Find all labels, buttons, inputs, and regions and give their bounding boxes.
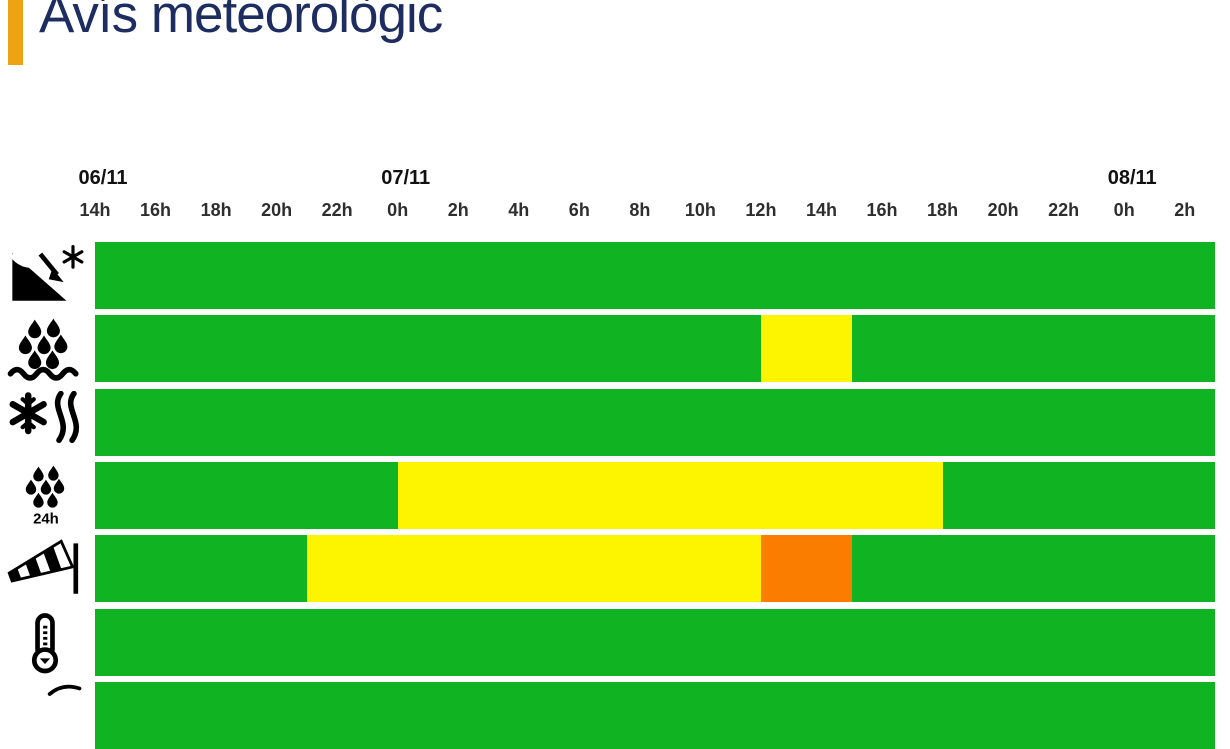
hour-tick-label: 18h bbox=[200, 200, 232, 220]
rain-intensity-icon bbox=[7, 318, 79, 381]
segment-yellow bbox=[760, 315, 852, 382]
hour-tick-label: 6h bbox=[568, 200, 590, 220]
hour-tick-label: 4h bbox=[508, 200, 530, 220]
hour-tick-label: 0h bbox=[1113, 200, 1135, 220]
avalanche-icon bbox=[11, 244, 84, 301]
warning-row-wind bbox=[95, 535, 1215, 602]
snowfall-icon bbox=[9, 390, 80, 443]
hour-tick-label: 2h bbox=[447, 200, 469, 220]
partially-visible-row-icon-cell bbox=[0, 682, 90, 749]
warning-row-rain-accumulation-24h bbox=[95, 462, 1215, 529]
hour-tick-label: 12h bbox=[745, 200, 777, 220]
warning-row-rain-intensity bbox=[95, 315, 1215, 382]
segment-green bbox=[95, 682, 1215, 749]
segment-yellow bbox=[397, 462, 943, 529]
segment-green bbox=[851, 315, 1215, 382]
segment-green bbox=[95, 462, 398, 529]
hour-tick-label: 14h bbox=[805, 200, 837, 220]
segment-green bbox=[95, 389, 1215, 456]
partially-visible-icon bbox=[47, 684, 82, 696]
segment-yellow bbox=[306, 535, 761, 602]
segment-green bbox=[95, 535, 307, 602]
warning-row-snowfall bbox=[95, 389, 1215, 456]
hour-tick-label: 2h bbox=[1174, 200, 1196, 220]
hour-tick-label: 16h bbox=[140, 200, 172, 220]
hour-tick-label: 18h bbox=[927, 200, 959, 220]
hour-tick-label: 14h bbox=[79, 200, 111, 220]
hour-tick-label: 16h bbox=[866, 200, 898, 220]
title-accent-bar bbox=[8, 0, 23, 65]
segment-green bbox=[95, 609, 1215, 676]
rain-accumulation-24h-icon: 24h bbox=[25, 465, 65, 527]
hour-tick-label: 10h bbox=[684, 200, 716, 220]
snowfall-icon-cell bbox=[0, 389, 90, 456]
hour-tick-label: 20h bbox=[261, 200, 293, 220]
wind-windsock-icon bbox=[7, 538, 79, 594]
hour-tick-label: 8h bbox=[629, 200, 651, 220]
rain-intensity-icon-cell bbox=[0, 315, 90, 382]
hour-tick-label: 22h bbox=[321, 200, 353, 220]
cold-thermometer-icon bbox=[31, 612, 59, 673]
warning-row-avalanche bbox=[95, 242, 1215, 309]
segment-green bbox=[95, 315, 761, 382]
warning-row-partially-visible-row bbox=[95, 682, 1215, 749]
warning-row-cold bbox=[95, 609, 1215, 676]
hour-tick-label: 0h bbox=[387, 200, 409, 220]
avalanche-icon-cell bbox=[0, 242, 90, 309]
segment-green bbox=[942, 462, 1215, 529]
hour-tick-label: 22h bbox=[1048, 200, 1080, 220]
rain-accumulation-24h-icon-cell: 24h bbox=[0, 462, 90, 529]
wind-icon-cell bbox=[0, 535, 90, 602]
segment-orange bbox=[760, 535, 852, 602]
date-label: 07/11 bbox=[381, 167, 431, 189]
hour-tick-label: 20h bbox=[987, 200, 1019, 220]
date-label: 08/11 bbox=[1107, 167, 1157, 189]
segment-green bbox=[851, 535, 1215, 602]
page-title: Avís meteorològic bbox=[39, 0, 443, 44]
rain-24h-label: 24h bbox=[33, 510, 59, 527]
segment-green bbox=[95, 242, 1215, 309]
cold-icon-cell bbox=[0, 609, 90, 676]
date-label: 06/11 bbox=[78, 167, 128, 189]
